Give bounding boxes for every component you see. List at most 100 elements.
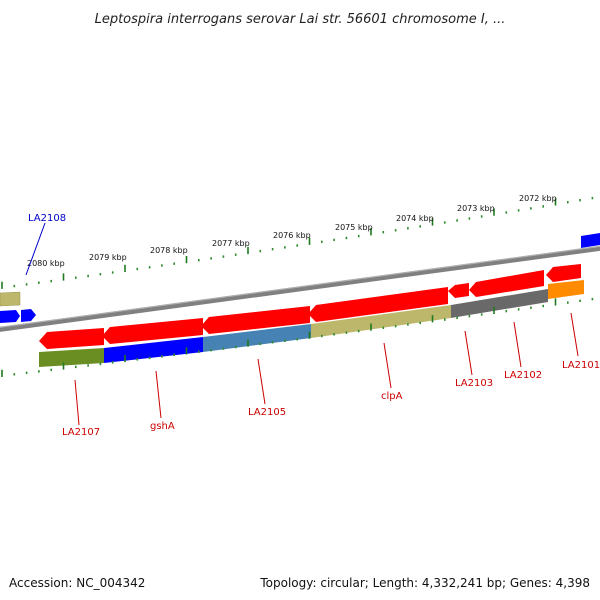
inner-major-tick [554,298,557,306]
inner-minor-tick [161,355,163,358]
outer-minor-tick [419,225,421,228]
inner-major-tick [493,306,495,314]
inner-minor-tick [517,308,520,311]
outer-minor-tick [210,257,212,260]
inner-minor-tick [25,371,28,374]
leader-LA2101 [570,312,579,357]
outer-minor-tick [444,221,446,224]
gene-label-gshA[interactable]: gshA [150,421,175,432]
chromosome-backbone [0,245,600,332]
inner-minor-tick [148,356,151,360]
inner-minor-tick [382,326,385,329]
genome-summary-text: Topology: circular; Length: 4,332,241 bp… [259,576,590,590]
outer-minor-tick [480,215,483,218]
tick-label-2076: 2076 kbp [273,231,311,240]
accession-text: Accession: NC_004342 [9,576,145,590]
inner-minor-tick [468,315,471,318]
gene-label-LA2107[interactable]: LA2107 [62,427,100,438]
gene-label-LA2103[interactable]: LA2103 [455,378,493,389]
cog-bar-gshA [104,337,203,363]
outer-minor-tick [136,267,139,271]
tick-labels: 2080 kbp 2079 kbp 2078 kbp 2077 kbp 2076… [27,194,557,268]
leader-LA2105 [257,358,266,405]
cog-category-bars [39,280,584,367]
outer-major-tick [1,281,3,289]
gene-LA2103-arrow[interactable] [448,283,469,298]
inner-minor-tick [542,304,544,308]
inner-major-tick [308,331,311,339]
gene-feature-cog-left[interactable] [0,291,21,307]
inner-minor-tick [13,373,16,376]
gene-feature-right-forward[interactable] [581,233,600,248]
inner-minor-tick [407,323,409,326]
outer-minor-tick [530,207,532,210]
inner-minor-tick [38,370,40,373]
tick-label-2074: 2074 kbp [396,214,434,223]
inner-minor-tick [567,301,569,304]
inner-minor-tick [333,333,335,336]
gene-feature-left-1[interactable] [0,310,20,323]
outer-major-tick [493,208,495,216]
leader-LA2102 [513,321,522,368]
inner-minor-tick [591,297,594,301]
outer-major-tick [185,256,188,264]
outer-minor-tick [222,255,225,258]
tick-label-2078: 2078 kbp [150,246,188,255]
gene-feature-lA2108[interactable] [21,309,36,322]
tick-label-2079: 2079 kbp [89,253,127,262]
outer-major-tick [431,218,434,226]
outer-minor-tick [234,253,237,256]
gene-LA2107-arrow[interactable] [39,328,104,349]
inner-minor-tick [87,364,89,367]
inner-minor-tick [50,368,52,372]
outer-minor-tick [394,229,397,232]
gene-gshA-arrow[interactable] [102,318,203,344]
inner-minor-tick [284,339,286,342]
outer-minor-tick [13,284,16,288]
cog-bar-LA2107 [39,348,104,367]
inner-minor-tick [173,353,175,356]
outer-minor-tick [382,231,385,234]
outer-minor-tick [38,281,40,284]
inner-major-tick [185,347,188,355]
outer-minor-tick [357,234,360,238]
inner-minor-tick [444,318,446,321]
inner-minor-tick [530,306,532,309]
gene-clpA-arrow[interactable] [308,287,448,322]
outer-minor-tick [345,236,348,240]
gene-label-LA2102[interactable]: LA2102 [504,370,542,381]
outer-minor-tick [75,276,77,279]
gene-label-LA2101[interactable]: LA2101 [562,360,600,371]
outer-minor-tick [284,246,286,249]
inner-tick-ring [1,297,594,377]
inner-minor-tick [259,342,262,346]
outer-minor-tick [321,240,323,243]
inner-minor-tick [394,325,397,328]
inner-major-tick [62,362,65,370]
outer-minor-tick [99,273,102,276]
inner-minor-tick [357,329,360,333]
outer-minor-tick [161,264,163,267]
inner-minor-tick [480,313,483,316]
gene-label-clpA[interactable]: clpA [381,391,403,402]
gene-label-LA2108[interactable]: LA2108 [28,213,66,224]
inner-major-tick [124,354,126,363]
outer-minor-tick [271,248,274,251]
outer-major-tick [247,246,249,255]
gene-LA2101-arrow[interactable] [546,264,581,282]
outer-major-tick [62,273,65,281]
inner-minor-tick [296,338,298,341]
gene-label-LA2105[interactable]: LA2105 [248,407,286,418]
chromosome-backbone-highlight [0,245,600,328]
tick-label-2080: 2080 kbp [27,259,65,268]
tick-label-2072: 2072 kbp [519,194,557,203]
inner-major-tick [1,369,3,377]
inner-minor-tick [75,365,77,369]
inner-major-tick [370,323,372,331]
gene-LA2105-arrow[interactable] [201,306,310,334]
outer-minor-tick [567,201,569,204]
outer-major-tick [554,198,557,206]
leader-LA2103 [464,330,473,376]
inner-minor-tick [99,362,102,366]
gene-LA2102-arrow[interactable] [469,270,544,297]
